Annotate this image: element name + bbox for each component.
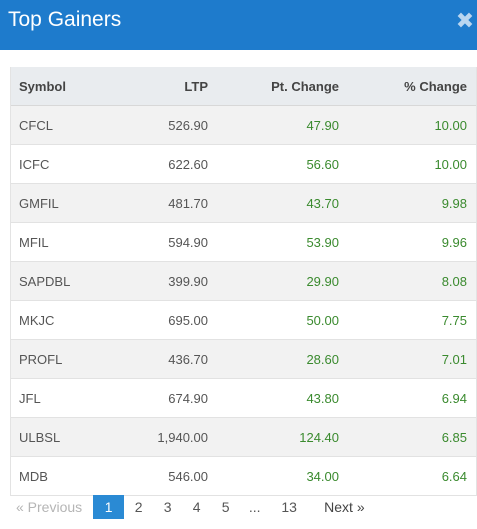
column-header-pt-change[interactable]: Pt. Change [208, 67, 339, 106]
table-row[interactable]: SAPDBL 399.90 29.90 8.08 [11, 261, 476, 301]
cell-symbol: MFIL [11, 222, 109, 262]
cell-pct-change: 7.01 [339, 339, 476, 379]
gainers-table-container: Symbol LTP Pt. Change % Change CFCL 526.9… [10, 67, 477, 496]
cell-pt-change: 29.90 [208, 261, 339, 301]
table-header-row: Symbol LTP Pt. Change % Change [11, 67, 476, 106]
cell-ltp: 695.00 [109, 300, 208, 340]
cell-symbol: MKJC [11, 300, 109, 340]
cell-pt-change: 43.70 [208, 183, 339, 223]
cell-pct-change: 8.08 [339, 261, 476, 301]
next-page-link[interactable]: Next » [324, 499, 365, 515]
table-row[interactable]: MDB 546.00 34.00 6.64 [11, 456, 476, 496]
cell-pt-change: 34.00 [208, 456, 339, 496]
cell-ltp: 436.70 [109, 339, 208, 379]
table-row[interactable]: MFIL 594.90 53.90 9.96 [11, 222, 476, 262]
page-link[interactable]: 1 [93, 495, 125, 519]
page-link[interactable]: 13 [281, 499, 297, 515]
cell-pt-change: 28.60 [208, 339, 339, 379]
cell-pct-change: 6.94 [339, 378, 476, 418]
table-row[interactable]: JFL 674.90 43.80 6.94 [11, 378, 476, 418]
cell-ltp: 481.70 [109, 183, 208, 223]
page-link[interactable]: 2 [134, 499, 143, 515]
column-header-pct-change[interactable]: % Change [339, 67, 476, 106]
cell-symbol: ICFC [11, 144, 109, 184]
cell-symbol: ULBSL [11, 417, 109, 457]
table-row[interactable]: ULBSL 1,940.00 124.40 6.85 [11, 417, 476, 457]
cell-ltp: 622.60 [109, 144, 208, 184]
cell-pct-change: 7.75 [339, 300, 476, 340]
previous-page-link[interactable]: « Previous [16, 499, 83, 515]
cell-symbol: GMFIL [11, 183, 109, 223]
table-row[interactable]: ICFC 622.60 56.60 10.00 [11, 144, 476, 184]
cell-symbol: CFCL [11, 105, 109, 145]
cell-symbol: SAPDBL [11, 261, 109, 301]
table-row[interactable]: GMFIL 481.70 43.70 9.98 [11, 183, 476, 223]
table-body: CFCL 526.90 47.90 10.00 ICFC 622.60 56.60 10.00… [11, 105, 476, 496]
column-header-symbol[interactable]: Symbol [11, 67, 109, 106]
pagination-ellipsis: ... [248, 499, 261, 515]
cell-ltp: 1,940.00 [109, 417, 208, 457]
close-icon[interactable]: ✖ [455, 8, 475, 33]
table-row[interactable]: PROFL 436.70 28.60 7.01 [11, 339, 476, 379]
cell-pt-change: 124.40 [208, 417, 339, 457]
cell-pct-change: 10.00 [339, 105, 476, 145]
cell-pct-change: 9.96 [339, 222, 476, 262]
cell-symbol: PROFL [11, 339, 109, 379]
cell-ltp: 399.90 [109, 261, 208, 301]
cell-ltp: 546.00 [109, 456, 208, 496]
cell-pt-change: 53.90 [208, 222, 339, 262]
cell-pct-change: 6.85 [339, 417, 476, 457]
column-header-ltp[interactable]: LTP [109, 67, 208, 106]
cell-pt-change: 56.60 [208, 144, 339, 184]
cell-symbol: MDB [11, 456, 109, 496]
cell-pct-change: 6.64 [339, 456, 476, 496]
page-link[interactable]: 3 [163, 499, 172, 515]
cell-ltp: 674.90 [109, 378, 208, 418]
cell-ltp: 594.90 [109, 222, 208, 262]
modal-header: Top Gainers ✖ [0, 0, 477, 50]
cell-pt-change: 50.00 [208, 300, 339, 340]
pagination: « Previous 1 2 3 4 5... 13 Next » [16, 495, 365, 519]
page-link[interactable]: 5 [221, 499, 230, 515]
table-row[interactable]: MKJC 695.00 50.00 7.75 [11, 300, 476, 340]
table-row[interactable]: CFCL 526.90 47.90 10.00 [11, 105, 476, 145]
cell-pct-change: 10.00 [339, 144, 476, 184]
cell-symbol: JFL [11, 378, 109, 418]
modal-title: Top Gainers [8, 8, 122, 31]
cell-ltp: 526.90 [109, 105, 208, 145]
cell-pt-change: 47.90 [208, 105, 339, 145]
page-link[interactable]: 4 [192, 499, 201, 515]
gainers-table: Symbol LTP Pt. Change % Change CFCL 526.9… [11, 67, 476, 496]
cell-pt-change: 43.80 [208, 378, 339, 418]
cell-pct-change: 9.98 [339, 183, 476, 223]
